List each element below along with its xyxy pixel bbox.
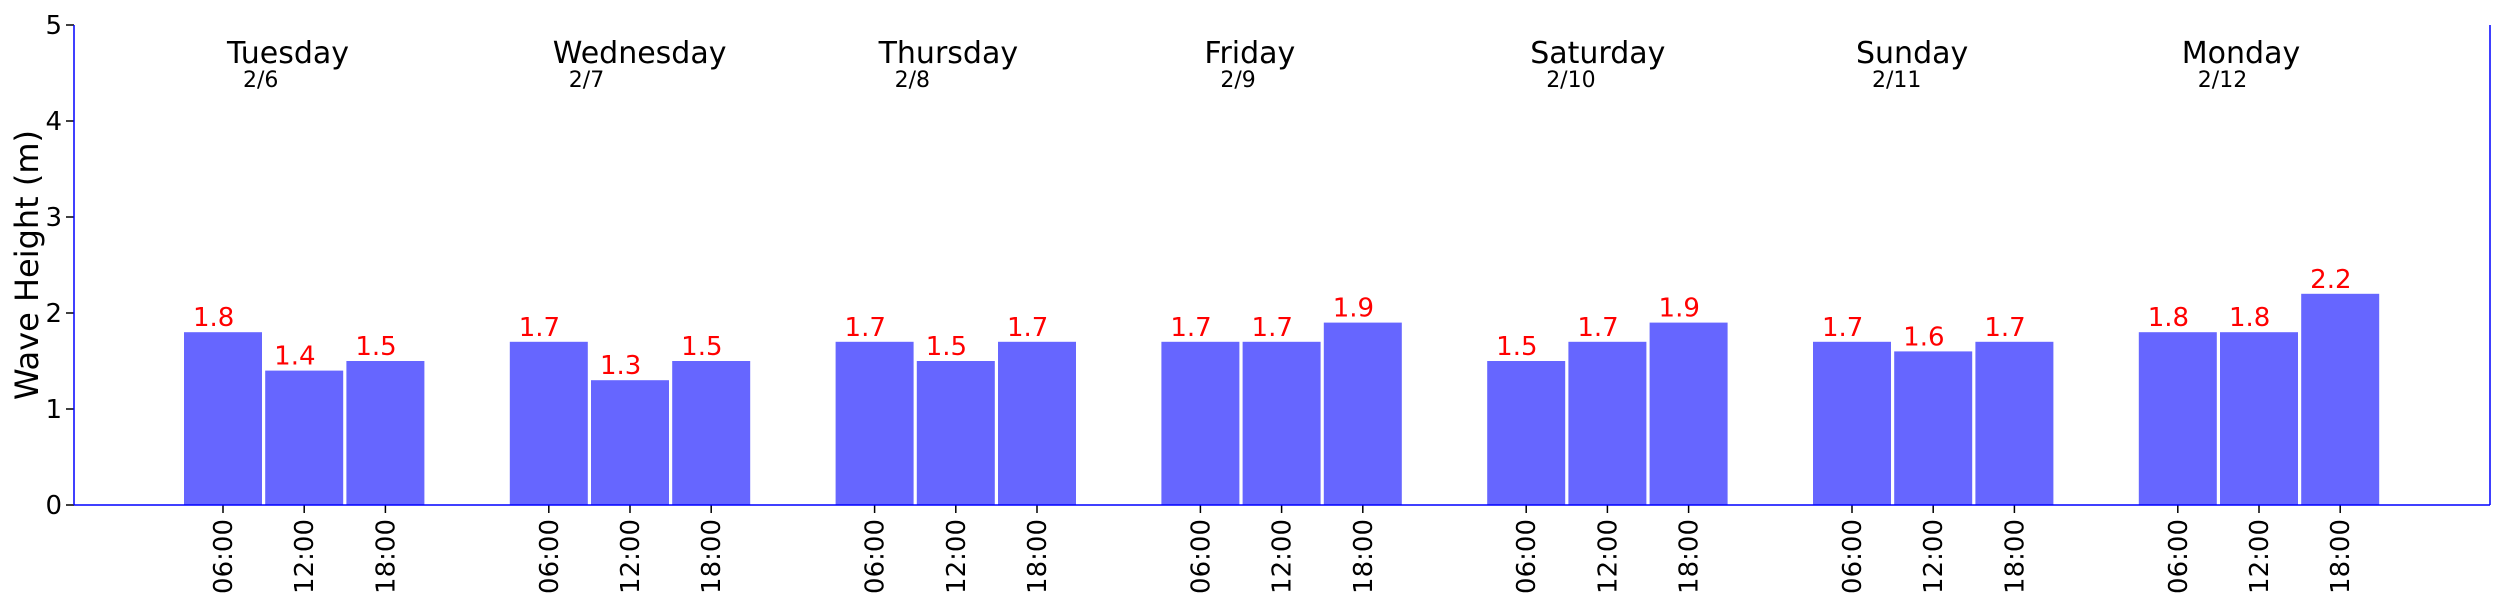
bar [835,341,914,505]
day-name-label: Tuesday [226,36,349,71]
bar [2301,293,2380,505]
bar-value-label: 1.7 [519,313,560,343]
bar [1161,341,1240,505]
bar-value-label: 1.7 [1170,313,1211,343]
bar-value-label: 1.9 [1659,294,1700,324]
x-tick-label: 06:00 [209,519,239,594]
x-tick-label: 12:00 [942,519,972,594]
bar [2138,332,2217,505]
bar [1487,361,1566,505]
y-tick-label: 3 [45,203,62,233]
x-tick-label: 18:00 [1675,519,1705,594]
y-axis-title: Wave Height (m) [8,130,46,400]
day-date-label: 2/6 [243,68,278,93]
x-tick-label: 18:00 [2326,519,2356,594]
y-tick-label: 0 [45,491,62,521]
day-date-label: 2/10 [1546,68,1595,93]
x-tick-label: 06:00 [2164,519,2194,594]
x-tick-label: 06:00 [535,519,565,594]
x-tick-label: 06:00 [1512,519,1542,594]
x-tick-label: 06:00 [1838,519,1868,594]
bar-value-labels: 1.8 1.4 1.5 1.7 1.3 1.5 1.7 1.5 1.7 1.7 1.7 1.9 1.5 1… [193,265,2352,381]
day-date-label: 2/7 [569,68,604,93]
x-axis-ticks: 06:00 12:00 18:00 06:00 12:00 18:00 06:00 12:00… [209,505,2356,594]
bar [346,361,425,505]
y-tick-label: 2 [45,299,62,329]
day-date-label: 2/12 [2198,68,2247,93]
bar-value-label: 1.8 [193,303,234,333]
day-date-label: 2/8 [895,68,930,93]
x-tick-label: 12:00 [1919,519,1949,594]
axes [73,25,2491,506]
bar-value-label: 1.7 [1577,313,1618,343]
bar [1649,322,1728,505]
y-tick-label: 4 [45,107,62,137]
bar [1568,341,1647,505]
bar [1975,341,2054,505]
bar-value-label: 1.8 [2148,303,2189,333]
x-tick-label: 18:00 [1349,519,1379,594]
bar-value-label: 1.7 [1007,313,1048,343]
day-name-label: Friday [1204,36,1295,71]
bar [672,361,751,505]
x-tick-label: 06:00 [1186,519,1216,594]
bar-value-label: 1.7 [1822,313,1863,343]
bar-value-label: 1.8 [2229,303,2270,333]
y-tick-label: 1 [45,395,62,425]
bar-value-label: 1.7 [845,313,886,343]
bar [509,341,588,505]
x-tick-label: 18:00 [1023,519,1053,594]
bar-value-label: 1.5 [681,332,722,362]
x-tick-label: 06:00 [861,519,891,594]
bar [916,361,995,505]
day-name-label: Sunday [1856,36,1968,71]
bar [1894,351,1973,505]
bar-value-label: 1.6 [1903,322,1944,352]
day-name-label: Thursday [878,36,1019,71]
bar-value-label: 1.5 [926,332,967,362]
day-name-label: Wednesday [553,36,727,71]
bar-value-label: 1.7 [1252,313,1293,343]
bar-value-label: 1.4 [274,342,315,372]
bar [1813,341,1891,505]
day-date-label: 2/11 [1872,68,1921,93]
bar-value-label: 1.3 [600,351,641,381]
day-name-label: Monday [2182,36,2300,71]
y-axis-ticks: 0 1 2 3 4 5 [45,11,74,521]
bar-value-label: 1.9 [1333,294,1374,324]
bar-value-label: 1.5 [355,332,396,362]
bar [591,380,669,505]
bar-value-label: 1.5 [1496,332,1537,362]
x-tick-label: 12:00 [1593,519,1623,594]
x-tick-label: 18:00 [371,519,401,594]
bar-value-label: 2.2 [2310,265,2351,295]
bar [1323,322,1402,505]
bar [1242,341,1321,505]
x-tick-label: 12:00 [2245,519,2275,594]
bars [184,293,2380,505]
bar [2220,332,2298,505]
bar-value-label: 1.7 [1984,313,2025,343]
day-date-label: 2/9 [1220,68,1255,93]
y-tick-label: 5 [45,11,62,41]
bar [265,370,344,505]
x-tick-label: 12:00 [616,519,646,594]
x-tick-label: 18:00 [697,519,727,594]
day-name-label: Saturday [1530,36,1665,71]
x-tick-label: 12:00 [1268,519,1298,594]
x-tick-label: 12:00 [290,519,320,594]
bar [184,332,262,505]
x-tick-label: 18:00 [2000,519,2030,594]
day-headers: Tuesday2/6Wednesday2/7Thursday2/8Friday2… [226,36,2300,93]
bar [998,341,1076,505]
